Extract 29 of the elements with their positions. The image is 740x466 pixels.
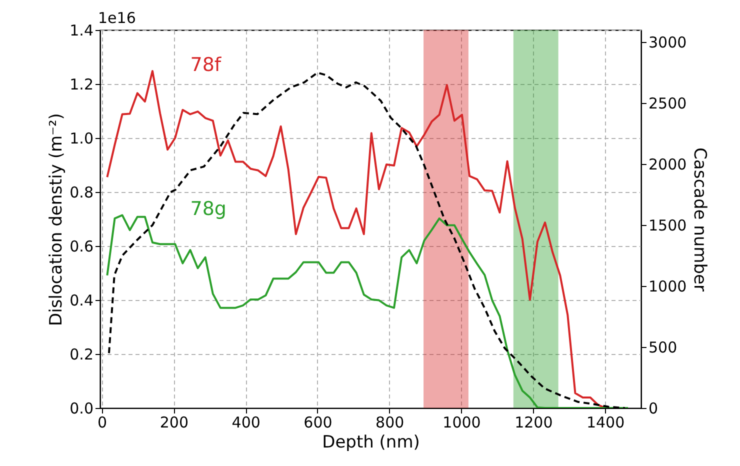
y-tick-label: 0.8 (70, 184, 94, 202)
y-tick-label: 1.0 (70, 130, 94, 148)
y-tick-label: 1.2 (70, 76, 94, 94)
y2-tick-label: 0 (648, 400, 658, 418)
y2-tick-label: 2500 (648, 94, 687, 113)
x-tick-label: 200 (160, 414, 189, 432)
x-tick-label: 600 (304, 414, 332, 432)
y-tick-label: 0.6 (70, 238, 94, 256)
x-tick-label: 1000 (442, 414, 481, 432)
y2-axis-title: Cascade number (690, 148, 710, 292)
x-axis-title: Depth (nm) (322, 432, 420, 452)
x-tick-label: 1400 (586, 414, 625, 432)
y2-tick-label: 2000 (648, 156, 687, 174)
y-tick-label: 0.4 (70, 292, 94, 310)
y2-tick-label: 1500 (648, 216, 687, 235)
y-tick-label: 0.0 (70, 400, 94, 418)
x-tick-label: 0 (98, 414, 108, 432)
series-label: 78g (190, 198, 226, 220)
x-tick-label: 1200 (514, 414, 553, 432)
y2-tick-label: 3000 (648, 34, 687, 52)
y2-tick-label: 500 (648, 338, 678, 357)
x-tick-label: 800 (376, 414, 404, 432)
series-label: 78f (190, 54, 222, 76)
x-tick-label: 400 (232, 414, 260, 432)
y-tick-label: 1.4 (70, 22, 94, 40)
y-tick-label: 0.2 (70, 346, 94, 364)
y2-tick-label: 1000 (648, 278, 687, 296)
text: 1e16 (98, 9, 136, 27)
y-axis-title: Dislocation denstiy (m⁻²) (46, 113, 67, 326)
